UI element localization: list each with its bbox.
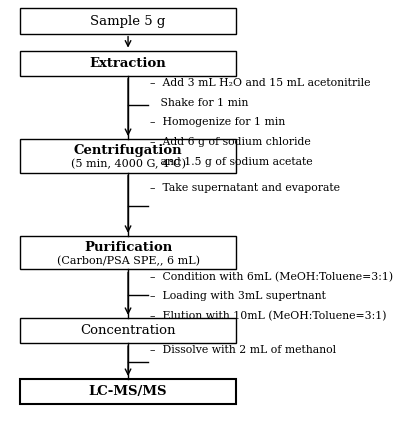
Text: –  Add 3 mL H₂O and 15 mL acetonitrile: – Add 3 mL H₂O and 15 mL acetonitrile [150,78,370,88]
FancyBboxPatch shape [20,8,236,34]
Text: (5 min, 4000 G, 4℃): (5 min, 4000 G, 4℃) [71,159,186,169]
FancyBboxPatch shape [20,236,236,269]
Text: Centrifugation: Centrifugation [74,144,182,157]
Text: Extraction: Extraction [90,57,166,69]
Text: Sample 5 g: Sample 5 g [90,15,166,27]
Text: –  Add 6 g of sodium chloride: – Add 6 g of sodium chloride [150,137,310,147]
Text: Shake for 1 min: Shake for 1 min [150,98,248,108]
Text: –  Homogenize for 1 min: – Homogenize for 1 min [150,117,285,128]
Text: –  Dissolve with 2 mL of methanol: – Dissolve with 2 mL of methanol [150,345,336,355]
Text: –  Take supernatant and evaporate: – Take supernatant and evaporate [150,183,340,193]
Text: –  Condition with 6mL (MeOH:Toluene=3:1): – Condition with 6mL (MeOH:Toluene=3:1) [150,272,393,282]
FancyBboxPatch shape [20,139,236,173]
Text: (Carbon/PSA SPE,, 6 mL): (Carbon/PSA SPE,, 6 mL) [57,256,199,266]
Text: and 1.5 g of sodium acetate: and 1.5 g of sodium acetate [150,157,312,167]
FancyBboxPatch shape [20,51,236,76]
FancyBboxPatch shape [20,379,236,404]
Text: Purification: Purification [84,241,172,254]
Text: –  Loading with 3mL supertnant: – Loading with 3mL supertnant [150,291,325,301]
Text: Concentration: Concentration [80,324,176,337]
Text: –  Elution with 10mL (MeOH:Toluene=3:1): – Elution with 10mL (MeOH:Toluene=3:1) [150,311,386,321]
Text: LC-MS/MS: LC-MS/MS [89,385,167,398]
FancyBboxPatch shape [20,318,236,343]
